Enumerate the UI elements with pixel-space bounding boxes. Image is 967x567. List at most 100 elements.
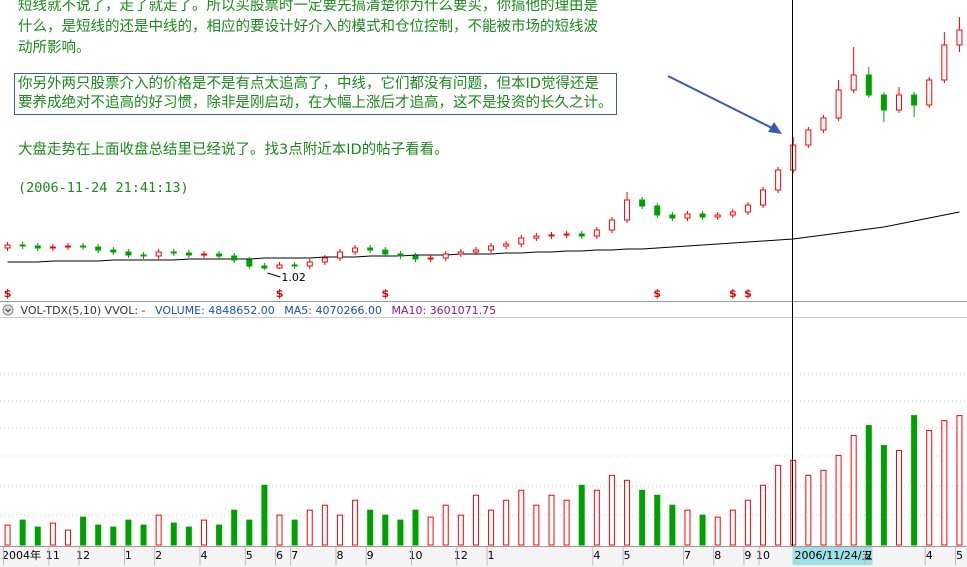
- note-line: 短线就不说了，走了就走了。所以买股票时一定要先搞清楚你为什么要买，你搞他的理由是: [18, 0, 598, 14]
- note-arrow-head: [768, 122, 782, 134]
- signal-mark: $: [729, 287, 737, 300]
- candle-body: [896, 94, 903, 111]
- volume-bar: [684, 509, 691, 546]
- volume-bar: [775, 464, 782, 546]
- volume-bar: [805, 474, 812, 546]
- volume-bar: [95, 524, 102, 546]
- x-tick-label: 9: [744, 549, 751, 562]
- cursor-date-bg: [792, 547, 873, 565]
- note-line: 动所影响。: [18, 40, 91, 56]
- candle-body: [729, 211, 736, 216]
- volume-bar: [216, 524, 223, 546]
- candle-body: [457, 251, 464, 255]
- volume-bar: [956, 415, 963, 546]
- volume-bar: [896, 449, 903, 546]
- volume-bar: [488, 509, 495, 546]
- volume-bar: [34, 526, 41, 546]
- cursor-date: 2006/11/24/五: [795, 549, 873, 562]
- candle-body: [956, 29, 963, 46]
- volume-bar: [593, 489, 600, 546]
- candle-body: [744, 204, 751, 213]
- candle-body: [261, 265, 268, 269]
- candle-body: [488, 245, 495, 251]
- x-tick-label: 10: [756, 549, 770, 562]
- x-tick-label: 4: [926, 549, 933, 562]
- volume-bar: [276, 514, 283, 546]
- signal-mark: $: [653, 287, 661, 300]
- candle-body: [306, 261, 313, 267]
- x-tick-label: 5: [956, 549, 963, 562]
- candle-body: [291, 264, 298, 267]
- candle-body: [503, 243, 510, 247]
- volume-bar: [427, 516, 434, 546]
- collapse-icon[interactable]: [2, 304, 14, 316]
- candle-body: [714, 214, 721, 218]
- volume-bar: [442, 504, 449, 546]
- candle-body: [382, 249, 389, 255]
- volume-bar: [699, 514, 706, 546]
- x-tick-label: 2: [865, 549, 872, 562]
- candle-body: [684, 213, 691, 219]
- x-tick-label: 4: [593, 549, 600, 562]
- candle-body: [412, 255, 419, 260]
- volume-bar: [744, 499, 751, 546]
- x-tick-label: 12: [76, 549, 90, 562]
- volume-bar: [548, 494, 555, 546]
- x-tick-label: 1: [488, 549, 495, 562]
- volume-bar: [533, 504, 540, 546]
- x-tick-label: 11: [46, 549, 60, 562]
- candle-body: [518, 237, 525, 245]
- candle-body: [49, 246, 56, 249]
- note-line: 你另外两只股票介入的价格是不是有点太追高了，中线，它们都没有问题，但本ID觉得还…: [18, 76, 599, 92]
- signal-mark: $: [276, 287, 284, 300]
- axis-bar: [0, 546, 967, 567]
- volume-bar: [185, 526, 192, 546]
- volume-bar: [125, 519, 132, 546]
- x-tick-label: 1: [125, 549, 132, 562]
- volume-bar: [654, 494, 661, 546]
- volume-bar: [352, 499, 359, 546]
- volume-bar: [261, 484, 268, 546]
- candle-body: [367, 247, 374, 251]
- volume-bar: [714, 516, 721, 546]
- price-ma-line: [7, 211, 960, 263]
- volume-bar: [518, 489, 525, 546]
- volume-bar: [835, 454, 842, 546]
- candle-body: [941, 44, 948, 81]
- closing-note: 大盘走势在上面收盘总结里已经说了。找3点附近本ID的帖子看看。: [18, 142, 449, 158]
- volume-bar: [200, 519, 207, 546]
- candle-body: [926, 79, 933, 106]
- boxed-note: 你另外两只股票介入的价格是不是有点太追高了，中线，它们都没有问题，但本ID觉得还…: [14, 73, 617, 115]
- candle-body: [185, 252, 192, 256]
- candle-body: [427, 257, 434, 260]
- volume-bar: [624, 479, 631, 546]
- x-tick-label: 8: [336, 549, 343, 562]
- candle-body: [397, 253, 404, 257]
- x-tick-label: 2: [155, 549, 162, 562]
- volume-bar: [729, 509, 736, 546]
- volume-bar: [110, 526, 117, 546]
- volume-bar: [155, 514, 162, 546]
- candle-body: [669, 214, 676, 219]
- volume-bar: [639, 489, 646, 546]
- volume-bar: [926, 430, 933, 546]
- candle-body: [352, 247, 359, 253]
- candle-body: [775, 169, 782, 191]
- candle-body: [34, 245, 41, 249]
- candle-body: [216, 253, 223, 257]
- candle-body: [654, 205, 661, 216]
- x-tick-label: 2004年: [2, 548, 41, 562]
- candle-body: [624, 199, 631, 221]
- volume-bar: [246, 519, 253, 546]
- volume-bar: [563, 499, 570, 546]
- x-tick-label: 8: [714, 549, 721, 562]
- volume-bar: [457, 514, 464, 546]
- candle-body: [19, 244, 26, 247]
- volume-bar: [472, 494, 479, 546]
- candle-body: [608, 219, 615, 231]
- candle-body: [80, 245, 87, 248]
- ma5-value: MA5: 4070266.00: [284, 304, 382, 317]
- candle-body: [246, 259, 253, 267]
